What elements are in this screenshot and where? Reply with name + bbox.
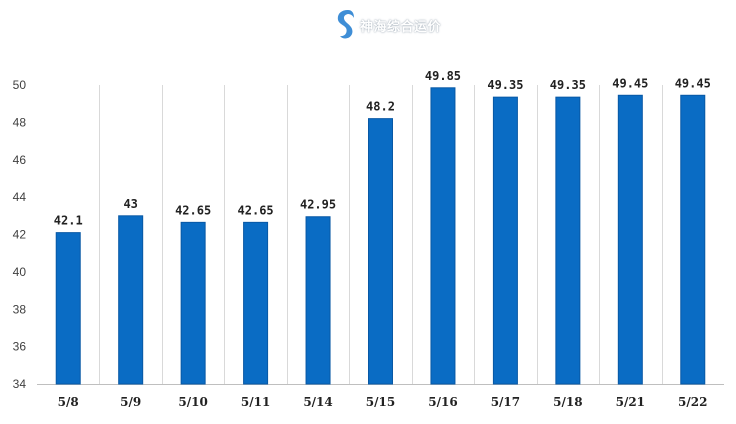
bar-data-label: 42.65	[238, 203, 274, 217]
bar	[368, 118, 393, 385]
bar	[680, 94, 706, 385]
bar-data-label: 43	[123, 197, 137, 211]
watermark: 神海综合运价	[334, 8, 441, 42]
x-tick-label: 5/8	[58, 395, 79, 409]
y-tick-label: 38	[13, 302, 27, 316]
bar	[430, 87, 456, 385]
bar	[492, 96, 518, 385]
y-tick-label: 36	[13, 340, 27, 354]
x-tick-label: 5/15	[366, 395, 395, 409]
y-tick-label: 50	[13, 78, 27, 92]
bar	[118, 215, 144, 385]
bar	[305, 216, 331, 385]
bar-data-label: 42.1	[54, 214, 83, 228]
bar	[617, 94, 643, 385]
y-tick-label: 44	[13, 190, 27, 204]
bar-data-label: 49.35	[487, 78, 523, 92]
bar-data-label: 49.35	[550, 78, 586, 92]
x-tick-label: 5/10	[178, 395, 207, 409]
x-tick-label: 5/17	[491, 395, 520, 409]
seahorse-logo-icon	[337, 10, 354, 39]
bar-data-label: 42.65	[175, 203, 211, 217]
x-tick-label: 5/22	[678, 395, 707, 409]
bar	[243, 221, 269, 385]
bar	[180, 221, 206, 385]
y-tick-label: 42	[13, 228, 27, 242]
bar-data-label: 48.2	[366, 100, 395, 114]
bar-data-label: 49.45	[612, 76, 648, 90]
x-tick-label: 5/21	[616, 395, 645, 409]
bar	[55, 232, 81, 385]
bar-data-label: 42.95	[300, 198, 336, 212]
y-tick-label: 46	[13, 153, 27, 167]
bar	[555, 96, 581, 385]
x-tick-label: 5/11	[241, 395, 270, 409]
y-tick-label: 48	[13, 115, 27, 129]
y-tick-label: 40	[13, 265, 27, 279]
x-tick-label: 5/16	[428, 395, 457, 409]
y-tick-label: 34	[13, 377, 27, 391]
x-tick-label: 5/14	[303, 395, 332, 409]
bar-data-label: 49.45	[675, 76, 711, 90]
bar-data-label: 49.85	[425, 69, 461, 83]
x-tick-label: 5/18	[553, 395, 582, 409]
watermark-text: 神海综合运价	[360, 19, 442, 35]
x-tick-label: 5/9	[120, 395, 141, 409]
